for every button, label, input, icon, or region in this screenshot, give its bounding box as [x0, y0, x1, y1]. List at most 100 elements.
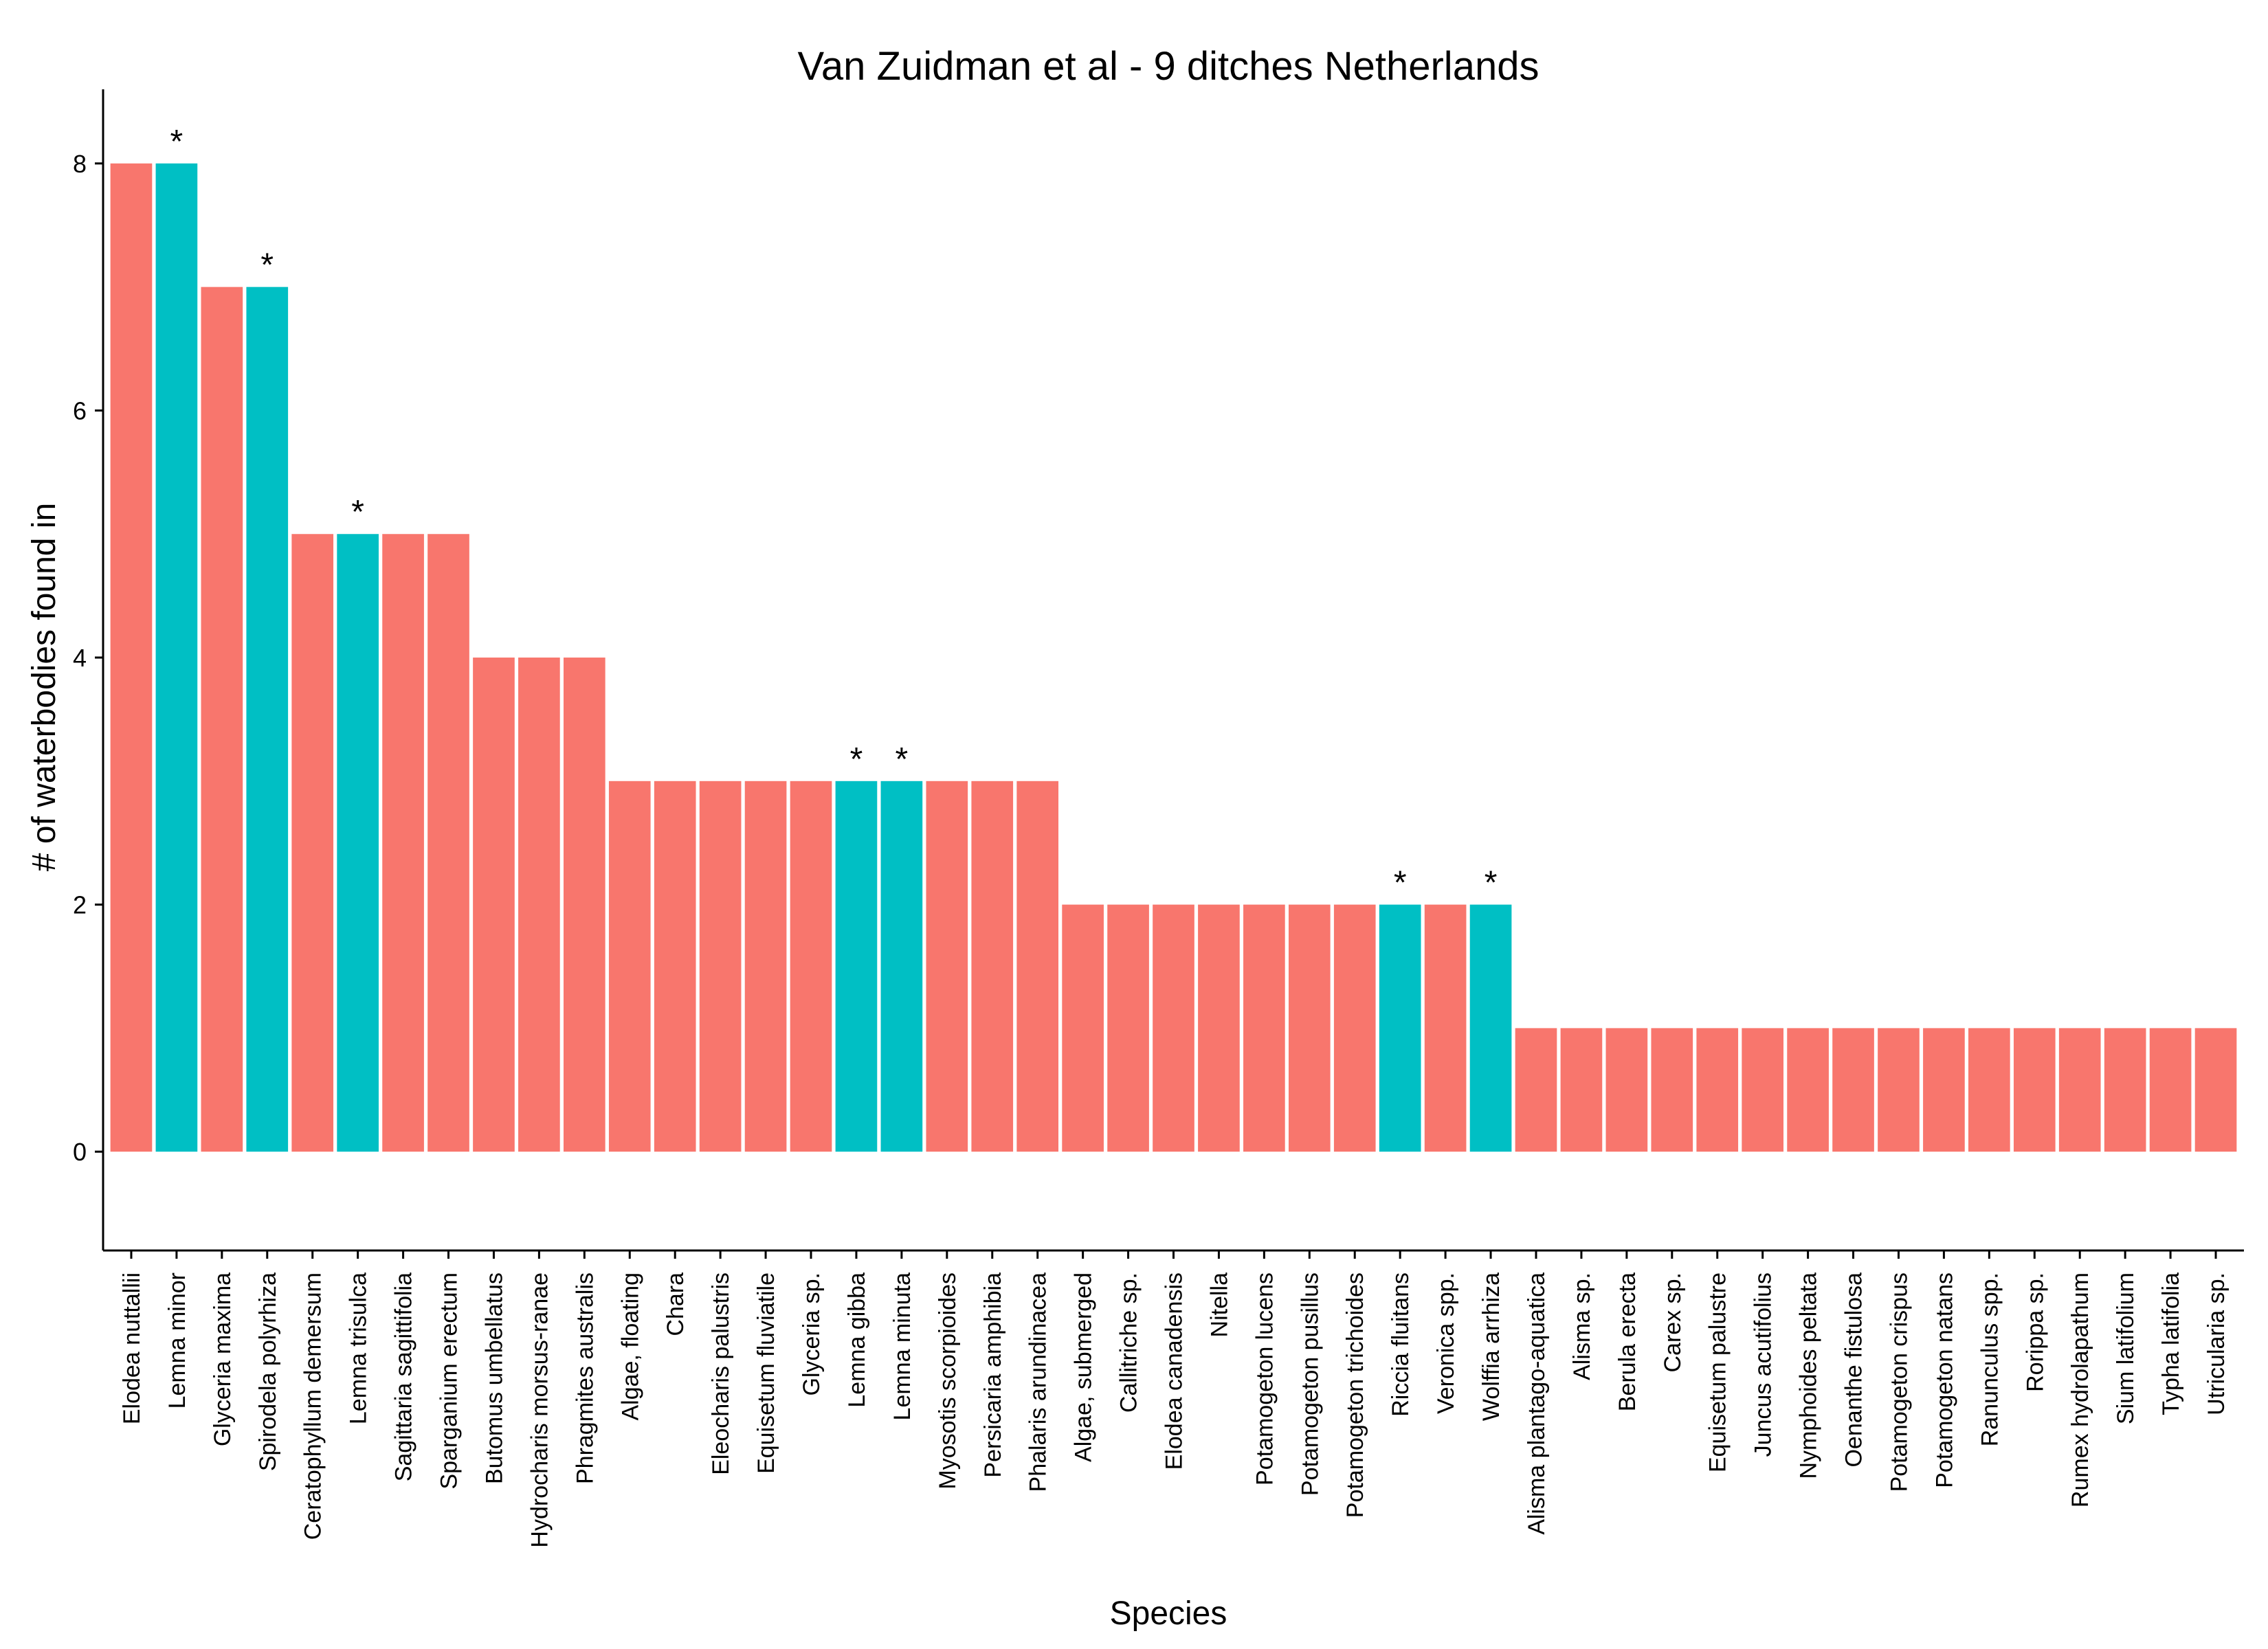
bar	[926, 781, 968, 1152]
x-tick-label: Myosotis scorpioides	[935, 1272, 961, 1490]
bar	[1153, 904, 1194, 1152]
x-tick-label: Nitella	[1206, 1272, 1232, 1338]
x-axis: Elodea nuttallii Lemna minor Glyceria maxi…	[103, 1249, 2244, 1548]
x-tick-label: Utricularia sp.	[2203, 1272, 2230, 1415]
x-tick-label: Sparganium erectum	[436, 1272, 463, 1490]
x-tick-label: Wolffia arrhiza	[1478, 1272, 1504, 1421]
bar	[110, 163, 153, 1152]
bar	[1605, 1028, 1648, 1152]
bar	[835, 781, 878, 1152]
bar	[654, 781, 696, 1152]
x-tick-label: Lemna minuta	[889, 1272, 915, 1421]
bar	[155, 163, 198, 1152]
y-tick-label: 6	[73, 396, 87, 425]
bar	[2013, 1028, 2056, 1152]
bars-group	[110, 163, 2237, 1152]
significance-marker: *	[351, 494, 364, 530]
x-tick-label: Spirodela polyrhiza	[255, 1272, 281, 1471]
bar	[1333, 904, 1376, 1152]
bar	[246, 287, 289, 1152]
significance-marker: *	[850, 741, 863, 778]
bar	[1016, 781, 1059, 1152]
bar	[1243, 904, 1285, 1152]
x-tick-label: Rorippa sp.	[2022, 1272, 2048, 1392]
y-tick-label: 2	[73, 891, 87, 919]
bar	[1379, 904, 1421, 1152]
bar	[1469, 904, 1512, 1152]
significance-marker: *	[260, 247, 274, 284]
x-tick-label: Equisetum palustre	[1705, 1272, 1731, 1472]
bar	[2058, 1028, 2101, 1152]
bar	[1878, 1028, 1920, 1152]
x-tick-label: Rumex hydrolapathum	[2067, 1272, 2093, 1507]
bar	[201, 287, 243, 1152]
bar	[1651, 1028, 1693, 1152]
bar	[971, 781, 1014, 1152]
x-tick-label: Veronica spp.	[1433, 1272, 1459, 1414]
x-tick-label: Phalaris arundinacea	[1025, 1272, 1052, 1492]
x-tick-label: Typha latifolia	[2158, 1272, 2184, 1415]
x-tick-label: Alisma sp.	[1569, 1272, 1595, 1380]
x-tick-label: Potamogeton natans	[1931, 1272, 1957, 1488]
x-tick-label: Juncus acutifolius	[1750, 1272, 1777, 1457]
x-tick-label: Potamogeton trichoides	[1342, 1272, 1368, 1518]
significance-marker: *	[1485, 865, 1498, 901]
bar	[1107, 904, 1149, 1152]
bar	[1742, 1028, 1784, 1152]
x-tick-label: Glyceria sp.	[799, 1272, 825, 1396]
bar	[1515, 1028, 1557, 1152]
bar	[1560, 1028, 1603, 1152]
chart-title: Van Zuidman et al - 9 ditches Netherland…	[798, 44, 1539, 89]
x-tick-label: Ceratophyllum demersum	[300, 1272, 326, 1540]
x-tick-label: Elodea canadensis	[1161, 1272, 1188, 1470]
bar	[518, 658, 560, 1152]
x-tick-label: Algae, submerged	[1071, 1272, 1097, 1462]
x-tick-label: Potamogeton crispus	[1886, 1272, 1912, 1492]
significance-marker: *	[896, 741, 909, 778]
x-tick-label: Algae, floating	[617, 1272, 643, 1421]
x-tick-label: Callitriche sp.	[1116, 1272, 1142, 1413]
bar	[1424, 904, 1467, 1152]
x-tick-label: Sium latifolium	[2113, 1272, 2139, 1424]
bar	[2149, 1028, 2192, 1152]
marker-group: * * * * * * *	[170, 124, 1498, 901]
x-tick-label: Lemna gibba	[844, 1272, 870, 1408]
bar	[1062, 904, 1104, 1152]
bar	[337, 534, 379, 1152]
bar	[1696, 1028, 1739, 1152]
x-tick-label: Chara	[663, 1272, 689, 1336]
x-tick-label: Ranunculus spp.	[1977, 1272, 2003, 1446]
x-tick-label: Potamogeton pusillus	[1297, 1272, 1323, 1496]
x-tick-label: Potamogeton lucens	[1252, 1272, 1278, 1485]
bar	[1787, 1028, 1829, 1152]
x-tick-label: Equisetum fluviatile	[753, 1272, 779, 1474]
x-tick-label: Eleocharis palustris	[708, 1272, 734, 1475]
x-tick-label: Sagittaria sagittifolia	[391, 1272, 417, 1481]
x-tick-label: Lemna minor	[164, 1272, 190, 1409]
bar	[1198, 904, 1240, 1152]
bar	[699, 781, 742, 1152]
bar	[2194, 1028, 2237, 1152]
y-axis: 0 2 4 6 8	[73, 89, 104, 1250]
x-tick-label: Riccia fluitans	[1388, 1272, 1414, 1417]
x-tick-label: Alisma plantago-aquatica	[1524, 1272, 1550, 1535]
bar	[382, 534, 424, 1152]
x-tick-label: Phragmites australis	[572, 1272, 598, 1484]
x-tick-label: Glyceria maxima	[210, 1272, 236, 1446]
y-tick-label: 4	[73, 644, 87, 672]
bar	[291, 534, 334, 1152]
bar	[1923, 1028, 1965, 1152]
x-tick-label: Persicaria amphibia	[980, 1272, 1006, 1478]
x-tick-label: Hydrocharis morsus-ranae	[526, 1272, 553, 1548]
x-tick-label: Carex sp.	[1660, 1272, 1686, 1373]
x-tick-label: Oenanthe fistulosa	[1841, 1272, 1867, 1468]
bar	[1832, 1028, 1874, 1152]
x-tick-label: Elodea nuttallii	[119, 1272, 145, 1424]
bar	[1968, 1028, 2010, 1152]
y-tick-label: 0	[73, 1138, 87, 1166]
significance-marker: *	[1394, 865, 1407, 901]
bar	[880, 781, 923, 1152]
bar	[608, 781, 651, 1152]
x-tick-label: Butomus umbellatus	[481, 1272, 507, 1484]
